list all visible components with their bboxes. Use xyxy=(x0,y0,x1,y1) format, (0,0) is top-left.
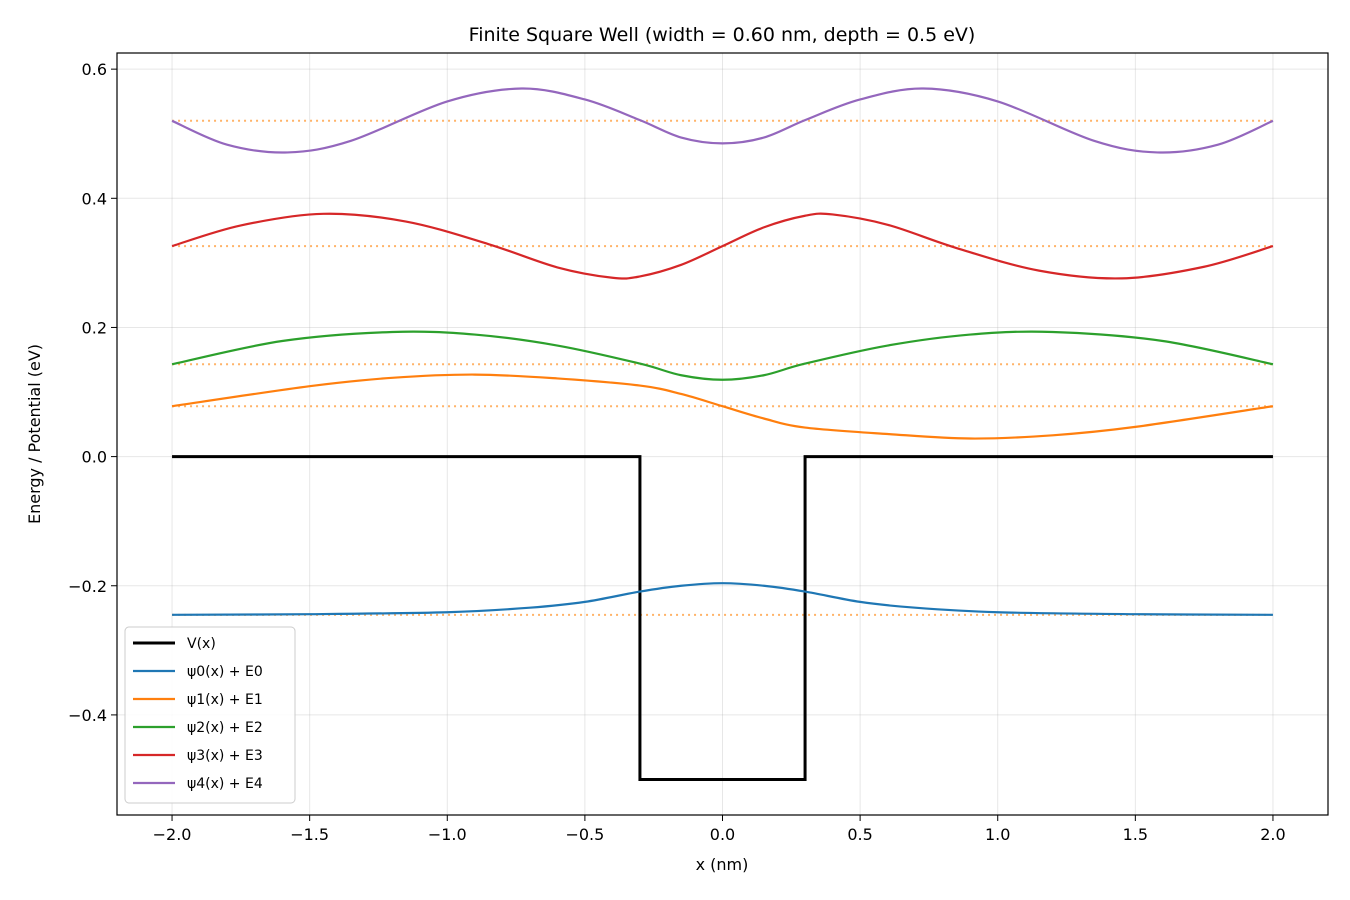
series-line-psi3 xyxy=(171,212,1274,280)
y-axis-ticks: −0.4 −0.2 0.0 0.2 0.4 0.6 xyxy=(68,60,117,725)
series-lines xyxy=(171,87,1274,781)
x-tick-label-6: 1.0 xyxy=(985,825,1010,844)
series-line-psi4 xyxy=(171,87,1274,154)
x-tick-label-5: 0.5 xyxy=(847,825,872,844)
y-tick-label-1: −0.2 xyxy=(68,577,107,596)
x-tick-label-1: −1.5 xyxy=(290,825,329,844)
series-line-psi1 xyxy=(171,373,1274,440)
y-tick-label-5: 0.6 xyxy=(82,60,107,79)
y-tick-label-3: 0.2 xyxy=(82,318,107,337)
series-line-psi2 xyxy=(171,330,1274,381)
x-tick-label-0: −2.0 xyxy=(153,825,192,844)
grid xyxy=(117,53,1328,815)
x-axis-label: x (nm) xyxy=(696,855,749,874)
legend-label-4: ψ3(x) + E3 xyxy=(187,748,263,764)
legend-label-3: ψ2(x) + E2 xyxy=(187,720,263,736)
y-tick-label-0: −0.4 xyxy=(68,706,107,725)
y-tick-label-2: 0.0 xyxy=(82,448,107,467)
x-tick-label-4: 0.0 xyxy=(710,825,735,844)
x-tick-label-8: 2.0 xyxy=(1260,825,1285,844)
legend-label-0: V(x) xyxy=(187,636,216,652)
y-axis-label: Energy / Potential (eV) xyxy=(25,344,44,524)
x-tick-label-3: −0.5 xyxy=(565,825,604,844)
x-tick-label-7: 1.5 xyxy=(1123,825,1148,844)
series-line-psi0 xyxy=(172,582,1273,616)
x-tick-label-2: −1.0 xyxy=(428,825,467,844)
series-line-potential xyxy=(172,455,1273,781)
legend-label-5: ψ4(x) + E4 xyxy=(187,776,263,792)
legend: V(x) ψ0(x) + E0 ψ1(x) + E1 ψ2(x) + E2 ψ3(x) … xyxy=(124,626,296,804)
legend-label-2: ψ1(x) + E1 xyxy=(187,692,263,708)
legend-label-1: ψ0(x) + E0 xyxy=(187,664,263,680)
chart-title: Finite Square Well (width = 0.60 nm, dep… xyxy=(469,24,976,46)
y-tick-label-4: 0.4 xyxy=(82,189,107,208)
x-axis-ticks: −2.0 −1.5 −1.0 −0.5 0.0 0.5 1.0 1.5 2.0 xyxy=(153,815,1286,844)
